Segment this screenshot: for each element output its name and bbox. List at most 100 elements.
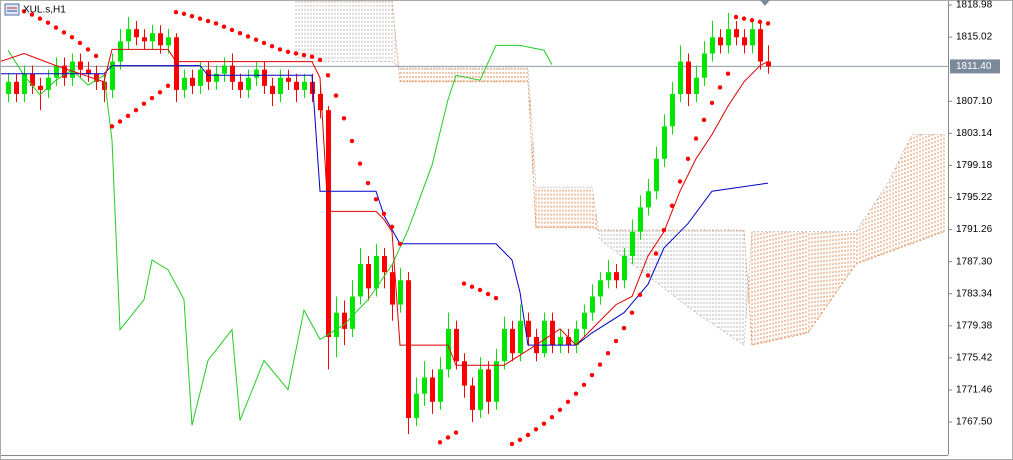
candle-body [582,312,587,329]
sar-dot [661,227,667,233]
sar-dot [45,20,51,25]
candle-body [606,272,611,281]
candle-body [766,61,771,67]
sar-dot [565,399,571,404]
candle-body [246,77,251,90]
candle-body [518,320,523,354]
sar-dot [205,18,211,24]
y-tick-label: 1791.26 [956,224,993,235]
candle-body [134,29,139,38]
sar-dot [493,295,499,301]
sar-dot [549,414,555,420]
sar-dot [53,25,59,30]
sar-dot [29,12,35,17]
sar-dot [533,427,539,432]
candle-body [462,361,467,386]
candle-body [630,231,635,256]
y-tick-label: 1779.38 [956,320,993,331]
sar-dot [365,180,371,186]
chart-title: XUL.s,H1 [23,5,66,16]
candle-body [662,126,667,159]
candle-body [6,81,11,94]
sar-dot [373,197,379,202]
candle-body [398,280,403,305]
sar-dot [709,100,715,106]
sar-dot [717,85,723,90]
candle-body [166,37,171,46]
sar-dot [77,40,83,46]
sar-dot [349,138,355,144]
candle-body [174,37,179,90]
sar-dot [253,37,259,42]
candle-body [230,65,235,82]
sar-dot [149,95,155,101]
sar-dot [381,211,387,217]
candle-body [142,37,147,42]
sar-dot [653,251,659,256]
sar-dot [165,83,171,89]
sar-dot [125,113,131,119]
candle-body [478,369,483,410]
sar-dot [261,40,267,46]
candle-body [382,255,387,273]
candle-body [374,255,379,289]
chikou-line [7,44,553,426]
candle-body [318,93,323,111]
tenkan-line [0,48,769,366]
sar-dot [61,30,67,35]
candle-body [262,69,267,86]
candle-body [438,369,443,402]
sar-dot [389,224,395,230]
candle-body [238,81,243,90]
candle-body [654,158,659,192]
sar-dot [741,16,747,21]
candle-body [102,81,107,90]
sar-dot [461,281,467,286]
candle-body [486,369,491,402]
cloud [295,0,945,346]
sar-dot [293,51,299,56]
y-tick-label: 1795.22 [956,192,993,203]
candle-body [406,280,411,418]
candle-body [118,41,123,62]
sar-dot [141,101,147,106]
candle-body [622,255,627,281]
sar-dot [581,382,587,387]
candle-body [702,53,707,78]
candle-body [126,29,131,42]
sar-dot [93,53,99,59]
sar-dot [701,117,707,123]
current-price-box [950,59,1000,74]
sar-dot [525,432,531,438]
candle-body [598,280,603,297]
sar-dot [197,16,203,21]
candle-body [646,191,651,208]
sar-dot [229,27,235,33]
candle-body [550,320,555,346]
sar-dot [317,57,323,63]
candle-body [422,377,427,394]
sar-dot [285,49,291,55]
sar-dot [597,362,603,367]
plot-layer [0,5,948,447]
candle-body [54,65,59,78]
y-tick-label: 1787.30 [956,256,993,267]
sar-dot [309,54,315,59]
candle-body [430,377,435,402]
candle-body [670,93,675,127]
sar-dot [557,407,563,413]
sar-dot [213,21,219,26]
candle-body [302,81,307,90]
y-tick-label: 1767.50 [956,417,993,428]
candle-body [30,73,35,86]
candle-body [366,264,371,289]
current-price-label: 1811.40 [956,61,992,72]
candle-body [750,29,755,46]
sar-dot [333,93,339,98]
candle-body [342,312,347,329]
candle-body [638,207,643,232]
candle-body [150,33,155,42]
candle-body [502,328,507,362]
candle-body [454,328,459,362]
